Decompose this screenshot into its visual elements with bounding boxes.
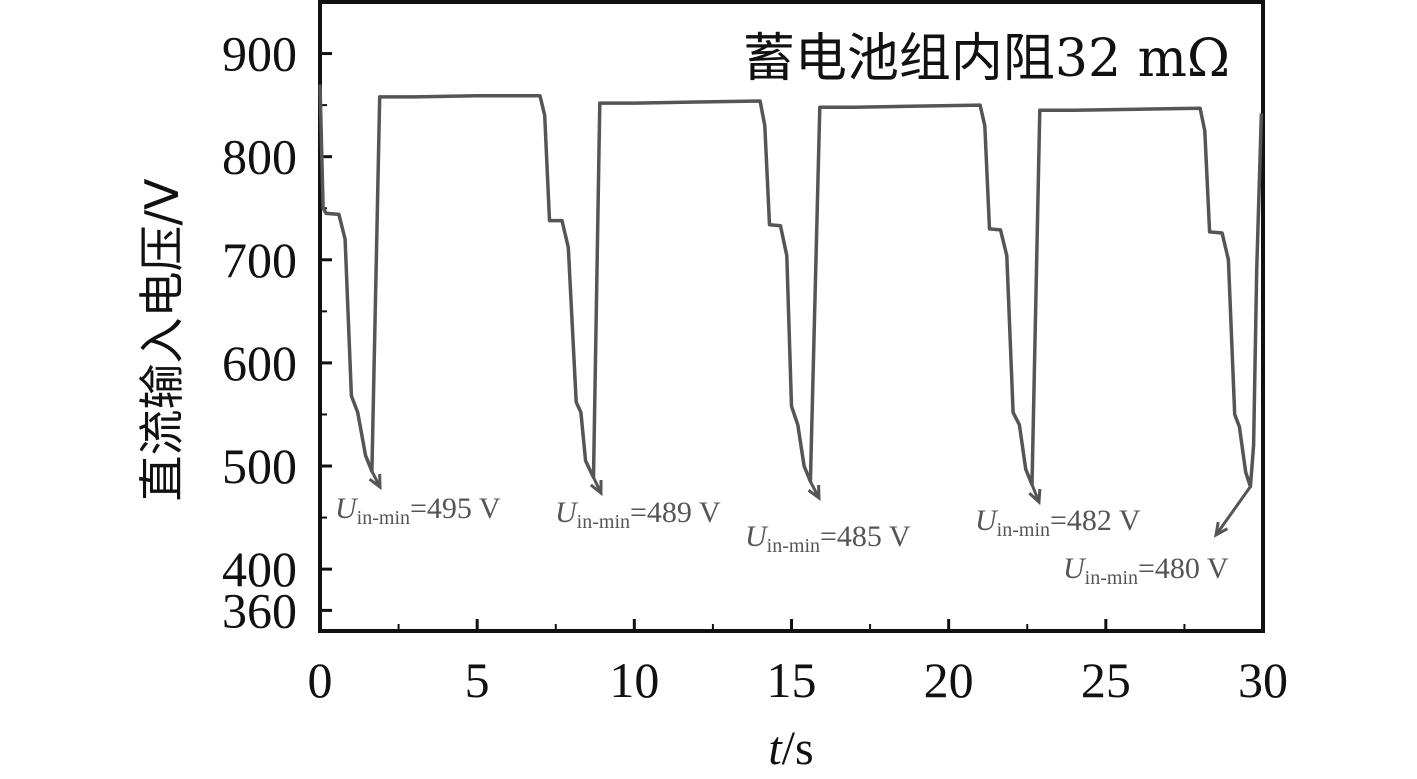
x-tick-label: 15 <box>767 652 817 708</box>
series-layer <box>318 84 1264 489</box>
annotation-symbol: U <box>335 492 359 525</box>
annotation-subscript: in-min <box>357 507 410 529</box>
y-tick-label: 500 <box>222 438 297 494</box>
y-tick-label: 400 <box>222 541 297 597</box>
y-tick-label: 360 <box>222 582 297 638</box>
annotation-arrow <box>1214 485 1252 536</box>
y-tick-label: 800 <box>222 129 297 185</box>
x-tick-label: 20 <box>924 652 974 708</box>
x-axis-unit: /s <box>782 722 814 775</box>
y-tick-label: 700 <box>222 232 297 288</box>
annotation-subscript: in-min <box>577 511 630 533</box>
annotation-value: =480 V <box>1138 552 1229 585</box>
x-tick-label: 10 <box>609 652 659 708</box>
annotation-arrowhead <box>1028 488 1042 506</box>
annotation-value: =495 V <box>410 492 501 525</box>
annotation-arrowhead <box>589 479 603 497</box>
annotation-arrowhead <box>368 473 382 491</box>
annotation-label: Uin-min=480 V <box>1063 552 1229 589</box>
annotation-label: Uin-min=489 V <box>555 496 721 533</box>
y-axis-title: 直流输入电压/V <box>135 178 189 501</box>
x-tick-label: 0 <box>308 652 333 708</box>
annotation-value: =485 V <box>820 520 911 553</box>
annotation-value: =489 V <box>630 496 721 529</box>
x-axis-var: t <box>768 722 783 775</box>
annotation-symbol: U <box>975 504 999 537</box>
chart-title: 蓄电池组内阻32 mΩ <box>743 29 1230 89</box>
annotation-label: Uin-min=482 V <box>975 504 1141 541</box>
annotation-label: Uin-min=495 V <box>335 492 501 529</box>
x-tick-label: 5 <box>465 652 490 708</box>
annotation-symbol: U <box>1063 552 1087 585</box>
y-tick-label: 600 <box>222 335 297 391</box>
annotation-subscript: in-min <box>767 535 820 557</box>
x-tick-label: 30 <box>1238 652 1288 708</box>
annotation-symbol: U <box>745 520 769 553</box>
annotation-arrowhead <box>1214 521 1229 538</box>
annotation-subscript: in-min <box>1085 567 1138 589</box>
annotation-value: =482 V <box>1050 504 1141 537</box>
y-tick-label: 900 <box>222 26 297 82</box>
x-ticks: 0 5 10 15 20 25 30 <box>308 619 1288 708</box>
annotation-arrowhead <box>807 484 821 502</box>
x-axis-title: t/s <box>768 722 813 775</box>
annotation-subscript: in-min <box>997 519 1050 541</box>
annotation-symbol: U <box>555 496 579 529</box>
annotation-label: Uin-min=485 V <box>745 520 911 557</box>
x-tick-label: 25 <box>1081 652 1131 708</box>
series-line <box>318 84 1264 489</box>
